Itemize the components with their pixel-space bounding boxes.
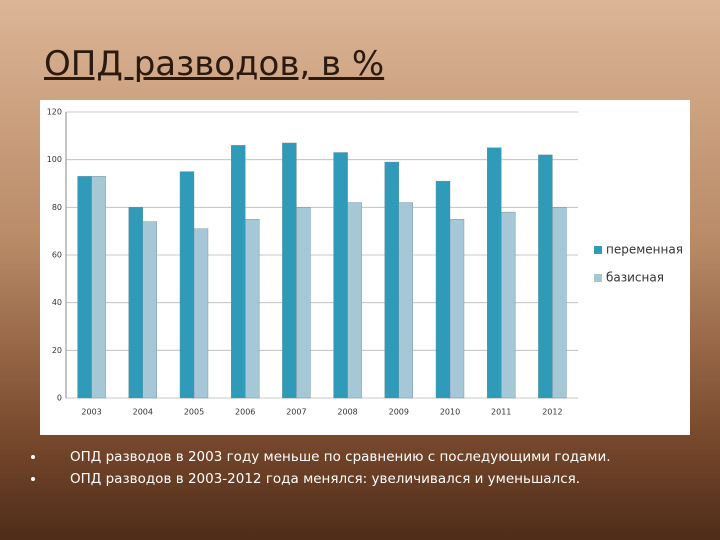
bar: [384, 161, 399, 399]
x-tick-label: 2006: [235, 408, 255, 417]
x-tick-label: 2005: [184, 408, 204, 417]
bar: [91, 176, 106, 399]
x-tick-label: 2004: [133, 408, 153, 417]
bar: [398, 202, 413, 399]
bar: [435, 180, 451, 399]
bar: [244, 219, 260, 399]
bar: [347, 202, 362, 399]
bar: [333, 152, 348, 399]
x-tick-label: 2012: [542, 408, 562, 417]
bar: [230, 145, 246, 399]
notes: ОПД разводов в 2003 году меньше по сравн…: [28, 446, 611, 490]
bar: [179, 171, 195, 399]
x-tick-label: 2009: [389, 408, 409, 417]
x-tick-label: 2003: [81, 408, 101, 417]
bar: [487, 147, 502, 399]
note: ОПД разводов в 2003-2012 года менялся: у…: [46, 468, 611, 490]
bar: [128, 207, 144, 399]
bar: [282, 142, 297, 399]
bar: [501, 211, 516, 399]
bar: [552, 207, 567, 399]
bar: [142, 221, 158, 399]
y-tick-label: 0: [57, 394, 62, 403]
legend-swatch: [594, 246, 602, 254]
y-tick-label: 120: [47, 108, 62, 117]
y-tick-label: 100: [47, 155, 62, 164]
note: ОПД разводов в 2003 году меньше по сравн…: [46, 446, 611, 468]
slide-title: ОПД разводов, в %: [44, 44, 385, 84]
x-tick-label: 2008: [337, 408, 357, 417]
y-tick-label: 40: [52, 298, 62, 307]
x-tick-label: 2007: [286, 408, 306, 417]
bar: [449, 219, 465, 399]
bar: [296, 207, 311, 399]
y-tick-label: 80: [52, 203, 62, 212]
bar: [77, 176, 92, 399]
legend-label: переменная: [606, 243, 683, 257]
x-tick-label: 2010: [440, 408, 460, 417]
legend-swatch: [594, 274, 602, 282]
y-tick-label: 20: [52, 346, 62, 355]
legend-label: базисная: [606, 271, 664, 285]
bar: [538, 154, 553, 399]
y-tick-label: 60: [52, 251, 62, 260]
bar: [193, 228, 209, 399]
x-tick-label: 2011: [491, 408, 511, 417]
